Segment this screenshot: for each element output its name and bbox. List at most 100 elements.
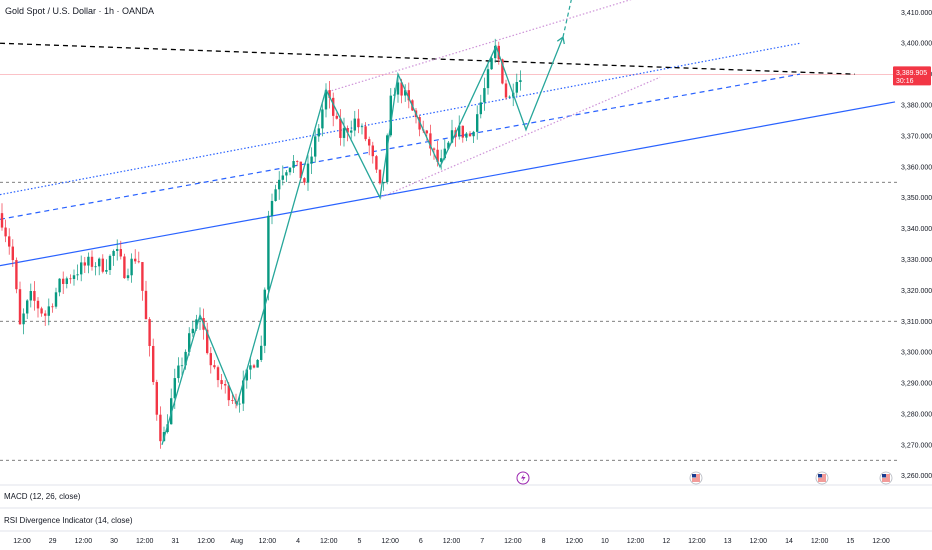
candle-body xyxy=(440,158,443,162)
candle-body xyxy=(152,345,155,383)
candle-body xyxy=(69,278,72,280)
candle-body xyxy=(335,115,338,119)
x-tick-label: 31 xyxy=(171,538,179,545)
y-tick-label: 3,330.000 xyxy=(901,257,932,264)
candle-body xyxy=(191,328,194,334)
candle-body xyxy=(476,114,479,132)
candle-body xyxy=(65,278,68,284)
candle-body xyxy=(378,169,382,184)
macd-indicator-label[interactable]: MACD (12, 26, close) xyxy=(4,492,81,501)
flag-canton xyxy=(882,474,886,478)
candle-body xyxy=(447,142,450,149)
candle-body xyxy=(490,58,493,70)
flag-stripe xyxy=(818,480,826,482)
flag-canton xyxy=(818,474,822,478)
candle-body xyxy=(281,175,284,180)
time-axis[interactable]: 12:00 29 12:00 30 12:00 31 12:00 Aug 12:00 4 12:00… xyxy=(13,538,890,545)
x-tick-label: 12:00 xyxy=(381,538,399,545)
candle-body xyxy=(101,258,104,272)
price-tag-box xyxy=(893,66,931,86)
candle-body xyxy=(375,156,378,170)
candle-body xyxy=(87,256,90,266)
flag-stripe xyxy=(882,480,890,482)
candle-body xyxy=(332,97,335,116)
candle-body xyxy=(33,291,36,301)
candle-body xyxy=(231,400,234,401)
candle-body xyxy=(368,139,371,146)
candle-body xyxy=(116,249,119,251)
rsi-indicator-label[interactable]: RSI Divergence Indicator (14, close) xyxy=(4,516,133,525)
candle-body xyxy=(47,306,50,316)
flag-stripe xyxy=(692,478,700,480)
flag-stripe xyxy=(818,478,826,480)
trendlines xyxy=(0,0,896,267)
x-tick-label: 6 xyxy=(419,538,423,545)
x-tick-label: 12:00 xyxy=(565,538,583,545)
candle-body xyxy=(407,90,410,101)
price-tag: 3,389.905 30:16 xyxy=(893,66,931,86)
y-tick-label: 3,370.000 xyxy=(901,133,932,140)
flag-canton xyxy=(692,474,696,478)
candle-body xyxy=(76,274,79,276)
candle-body xyxy=(494,45,497,59)
x-tick-label: 4 xyxy=(296,538,300,545)
candle-body xyxy=(4,227,7,237)
us-flag-icon xyxy=(879,471,893,485)
candle-body xyxy=(29,291,32,301)
candle-body xyxy=(15,260,18,290)
candle-body xyxy=(112,250,115,256)
trendline xyxy=(0,42,801,196)
y-tick-label: 3,270.000 xyxy=(901,442,932,449)
candle-body xyxy=(263,289,266,346)
y-tick-label: 3,410.000 xyxy=(901,10,932,17)
candle-body xyxy=(83,262,86,266)
candle-body xyxy=(436,149,439,162)
candle-body xyxy=(360,126,364,128)
candles xyxy=(0,38,522,449)
x-tick-label: 10 xyxy=(601,538,609,545)
candle-body xyxy=(188,333,191,352)
lightning-icon xyxy=(521,474,526,482)
candle-body xyxy=(519,80,522,83)
y-tick-label: 3,300.000 xyxy=(901,350,932,357)
projection-extension xyxy=(562,0,572,38)
y-tick-label: 3,400.000 xyxy=(901,41,932,48)
candle-body xyxy=(260,345,263,360)
candle-body xyxy=(22,313,25,325)
x-tick-label: 12:00 xyxy=(627,538,645,545)
candle-body xyxy=(80,262,83,275)
candle-body xyxy=(40,308,43,314)
candle-body xyxy=(195,319,198,329)
trendline xyxy=(0,101,896,267)
x-tick-label: 12:00 xyxy=(688,538,706,545)
candle-body xyxy=(137,261,140,263)
candle-body xyxy=(429,133,432,149)
candle-body xyxy=(159,414,162,442)
candle-body xyxy=(166,424,169,433)
candle-body xyxy=(155,382,158,415)
candle-body xyxy=(468,133,472,137)
candle-body xyxy=(371,145,374,157)
y-tick-label: 3,290.000 xyxy=(901,381,932,388)
candle-body xyxy=(58,278,61,293)
x-tick-label: 12:00 xyxy=(750,538,768,545)
candle-body xyxy=(443,148,446,159)
candle-body xyxy=(0,213,4,228)
candle-body xyxy=(483,88,486,103)
candle-body xyxy=(317,128,320,137)
x-tick-label: 12:00 xyxy=(872,538,890,545)
x-tick-label: 12 xyxy=(662,538,670,545)
candle-body xyxy=(11,246,14,261)
x-tick-label: 30 xyxy=(110,538,118,545)
candle-body xyxy=(180,365,184,367)
price-axis[interactable]: 3,260.000 3,270.000 3,280.000 3,290.000 3,30… xyxy=(901,10,932,480)
candle-body xyxy=(184,351,187,366)
candle-body xyxy=(306,163,310,183)
candle-body xyxy=(364,126,367,140)
x-tick-label: 13 xyxy=(724,538,732,545)
candle-body xyxy=(267,215,270,290)
chart-title[interactable]: Gold Spot / U.S. Dollar · 1h · OANDA xyxy=(5,6,155,16)
candle-body xyxy=(213,365,216,368)
candle-body xyxy=(134,258,137,262)
